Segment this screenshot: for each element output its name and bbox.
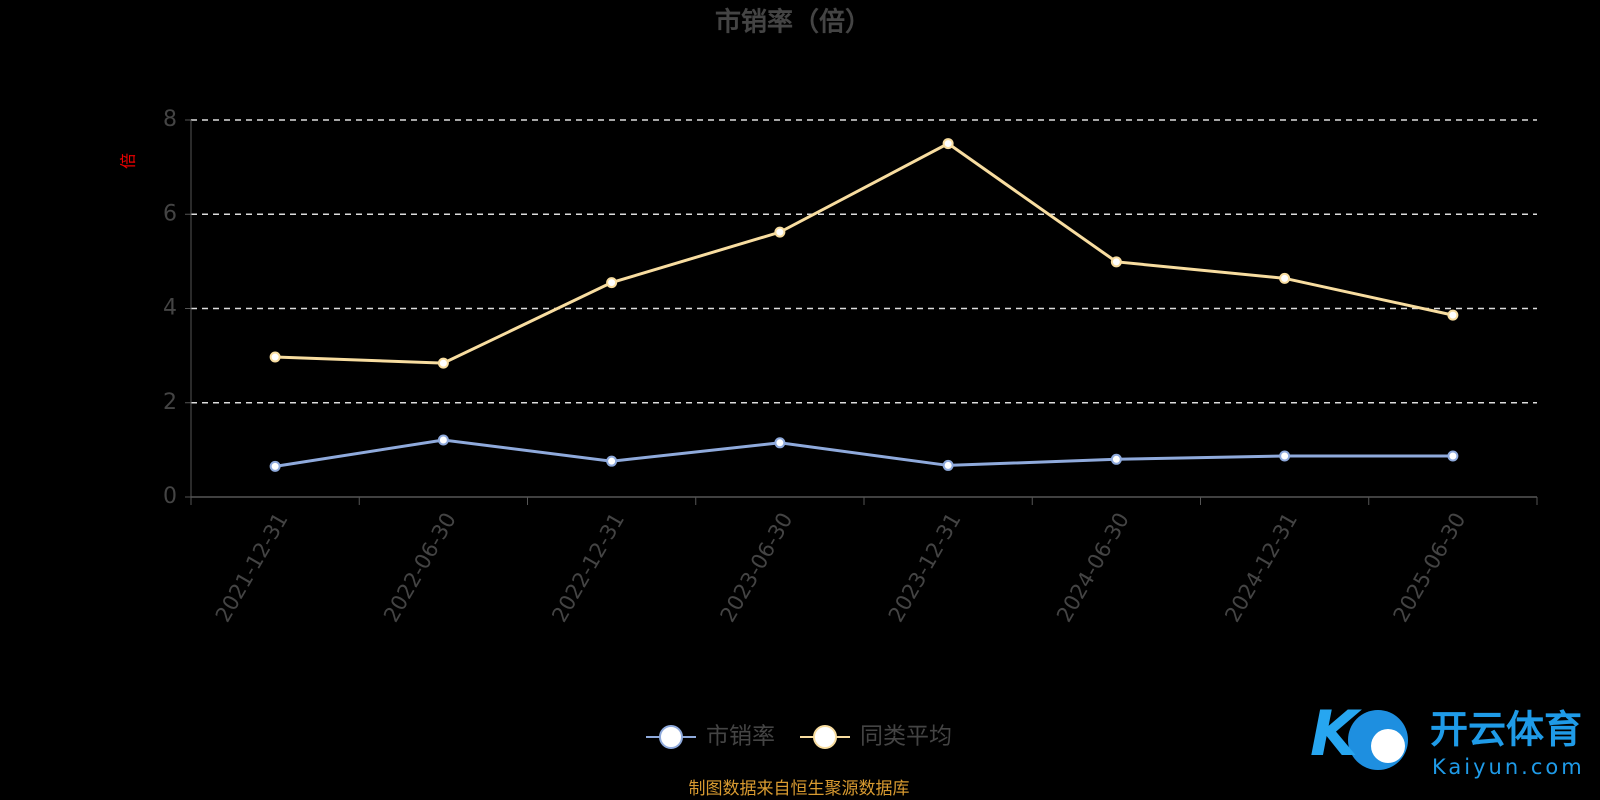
series-line: [275, 141, 1454, 365]
data-point: [269, 351, 281, 363]
data-point: [942, 459, 954, 471]
watermark-name: 开云体育: [1430, 708, 1582, 752]
data-point: [1447, 309, 1459, 321]
logo-k: K: [1310, 697, 1362, 770]
legend-label: 市销率: [706, 724, 775, 750]
data-point: [1110, 256, 1122, 268]
legend-marker: [659, 725, 683, 749]
legend-label: 同类平均: [860, 724, 952, 750]
legend-marker: [813, 725, 837, 749]
data-point: [437, 434, 449, 446]
y-tick-label: 2: [163, 390, 177, 415]
data-point: [774, 437, 786, 449]
data-point: [606, 277, 618, 289]
data-point: [1447, 450, 1459, 462]
watermark: K 开云体育 Kaiyun.com: [1310, 697, 1585, 779]
data-point: [774, 226, 786, 238]
chart-title: 市销率（倍）: [715, 7, 871, 38]
watermark-site: Kaiyun.com: [1432, 755, 1585, 779]
source-note: 制图数据来自恒生聚源数据库: [689, 779, 910, 799]
data-point: [1279, 450, 1291, 462]
data-point: [437, 357, 449, 369]
series-line: [274, 438, 1453, 468]
y-tick-label: 0: [163, 484, 177, 509]
y-axis-label: 倍: [119, 153, 138, 169]
data-point: [606, 455, 618, 467]
data-point: [1279, 272, 1291, 284]
logo-ball-inner: [1371, 729, 1405, 763]
data-point: [269, 460, 281, 472]
data-point: [1110, 453, 1122, 465]
y-tick-label: 8: [163, 107, 177, 132]
y-tick-label: 6: [163, 201, 177, 226]
y-tick-label: 4: [163, 296, 177, 321]
data-point: [942, 138, 954, 150]
